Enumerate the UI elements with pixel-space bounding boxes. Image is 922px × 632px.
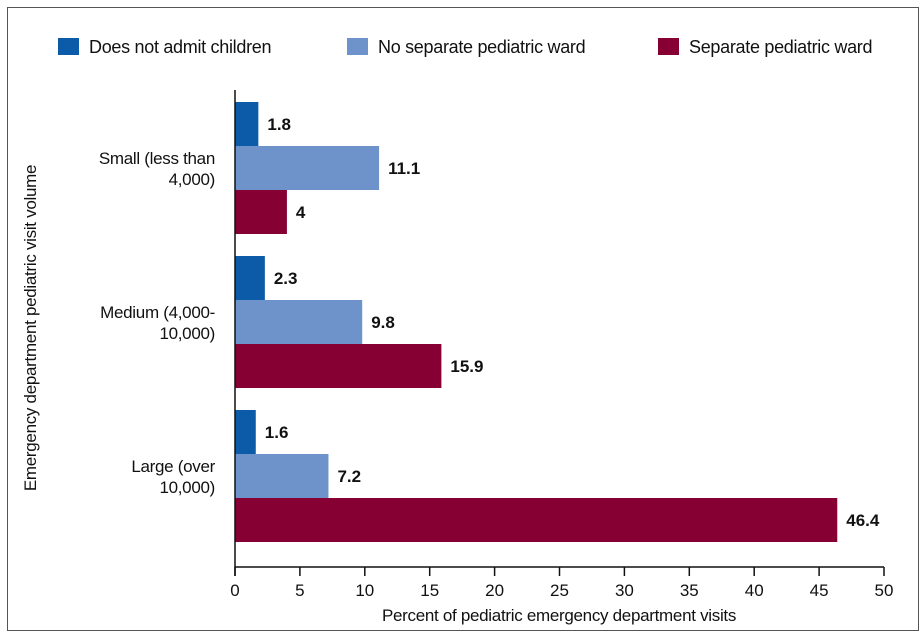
x-tick-label: 40 xyxy=(745,581,764,600)
data-label: 2.3 xyxy=(274,269,298,288)
bar xyxy=(235,256,265,300)
category-labels: Small (less than 4,000) Medium (4,000-10,0… xyxy=(99,149,216,497)
data-label: 9.8 xyxy=(371,313,395,332)
x-axis-label: Percent of pediatric emergency departmen… xyxy=(382,606,736,625)
x-tick-label: 45 xyxy=(810,581,829,600)
bar xyxy=(235,102,259,146)
x-tick-label: 10 xyxy=(355,581,374,600)
category-label: Large (over 10,000) xyxy=(131,457,215,497)
x-tick-label: 25 xyxy=(550,581,569,600)
x-tick-label: 0 xyxy=(230,581,239,600)
chart-frame xyxy=(7,7,919,631)
x-tick-label: 15 xyxy=(420,581,439,600)
bar xyxy=(235,146,380,190)
data-label: 1.6 xyxy=(265,423,289,442)
legend-swatch xyxy=(347,38,368,55)
data-label: 4 xyxy=(296,203,306,222)
legend-swatch xyxy=(658,38,679,55)
data-label: 7.2 xyxy=(337,467,361,486)
data-label: 46.4 xyxy=(846,511,880,530)
data-label: 1.8 xyxy=(267,115,291,134)
legend-swatch xyxy=(58,38,79,55)
bars xyxy=(235,102,838,542)
category-label: Small (less than 4,000) xyxy=(99,149,215,189)
axes: 0 5 10 15 20 25 30 35 40 45 50 xyxy=(230,90,893,600)
bar xyxy=(235,498,838,542)
x-tick-label: 20 xyxy=(485,581,504,600)
bar xyxy=(235,410,256,454)
y-axis-label: Emergency department pediatric visit vol… xyxy=(21,165,40,491)
legend: Does not admit children No separate pedia… xyxy=(58,37,873,57)
x-tick-label: 35 xyxy=(680,581,699,600)
data-label: 15.9 xyxy=(450,357,483,376)
legend-label: No separate pediatric ward xyxy=(378,37,585,57)
legend-label: Separate pediatric ward xyxy=(689,37,872,57)
legend-label: Does not admit children xyxy=(89,37,271,57)
bar xyxy=(235,300,363,344)
x-tick-label: 5 xyxy=(295,581,304,600)
x-tick-label: 50 xyxy=(875,581,894,600)
data-labels: 1.8 2.3 1.6 11.1 9.8 7.2 4 15.9 46.4 xyxy=(265,115,880,530)
category-label: Medium (4,000-10,000) xyxy=(100,303,215,343)
bar xyxy=(235,344,442,388)
bar xyxy=(235,454,329,498)
x-tick-label: 30 xyxy=(615,581,634,600)
data-label: 11.1 xyxy=(388,159,420,178)
bar xyxy=(235,190,287,234)
